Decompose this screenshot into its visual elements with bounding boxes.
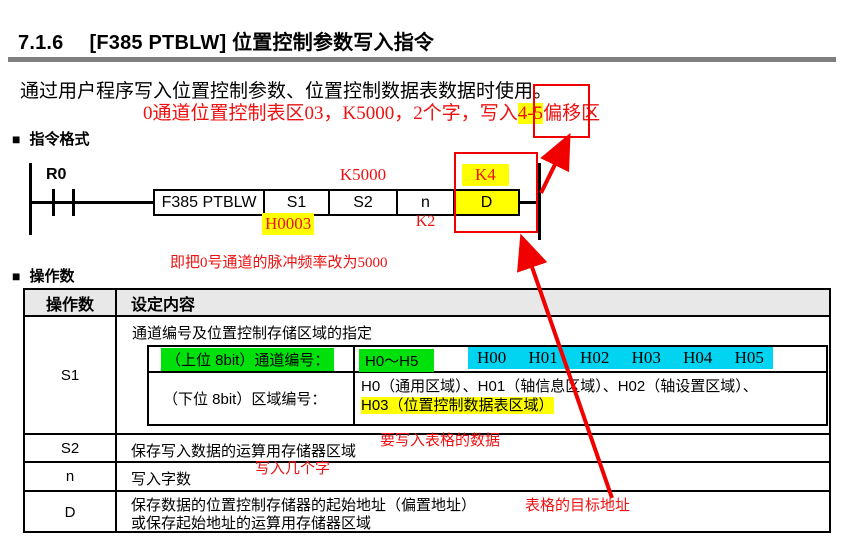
annotation-d: 表格的目标地址 (525, 498, 631, 514)
ladder-wire-left (29, 201, 153, 204)
area-values-line2-highlight: H03（位置控制数据表区域） (361, 397, 554, 414)
annotation-top-post: 偏移区 (543, 103, 601, 124)
table-row-s1: S1 通道编号及位置控制存储区域的指定 (25, 317, 829, 435)
operand-d: D (25, 492, 117, 533)
table-row-n: n 写入字数 (25, 463, 829, 492)
channel-label: （上位 8bit）通道编号： (161, 347, 335, 371)
annotation-n: 写入几个字 (255, 461, 331, 477)
instruction-s1-cell: S1 (263, 189, 330, 216)
inner-row-channel: （上位 8bit）通道编号： H0～H5 H00 H01 H02 H03 H04… (149, 347, 826, 373)
section-format-header: ■ 指令格式 (12, 128, 89, 149)
channel-values-list: H00 H01 H02 H03 H04 H05 (468, 347, 773, 369)
s2-description: 保存写入数据的运算用存储器区域 (131, 444, 357, 460)
d-description: 保存数据的位置控制存储器的起始地址（偏置地址） 或保存起始地址的运算用存储器区域 (117, 492, 829, 533)
n-description: 写入字数 (131, 472, 192, 488)
table-row-s2: S2 保存写入数据的运算用存储器区域 (25, 435, 829, 463)
section-title: [F385 PTBLW] 位置控制参数写入指令 (89, 32, 435, 54)
section-format-label: 指令格式 (29, 131, 90, 148)
instruction-d-cell: D (453, 189, 520, 216)
section-number: 7.1.6 (18, 32, 64, 54)
annotation-box-d-operand (454, 152, 538, 233)
channel-value-cell: H0～H5 H00 H01 H02 H03 H04 H05 (355, 347, 826, 372)
title-divider (8, 57, 836, 62)
table-row-d: D 保存数据的位置控制存储器的起始地址（偏置地址） 或保存起始地址的运算用存储器… (25, 492, 829, 533)
annotation-ladder-note: 即把0号通道的脉冲频率改为5000 (170, 255, 388, 271)
annotation-top-pre: 0通道位置控制表区03，K5000，2个字，写入 (143, 103, 518, 124)
instruction-opcode-cell: F385 PTBLW (153, 189, 265, 216)
header-operand: 操作数 (25, 290, 117, 315)
s1-description: 通道编号及位置控制存储区域的指定 (132, 326, 373, 342)
contact-bar-right (72, 189, 75, 216)
area-label: （下位 8bit）区域编号： (163, 391, 327, 408)
instruction-s2-cell: S2 (328, 189, 398, 216)
contact-bar-left (52, 189, 55, 216)
intro-paragraph: 通过用户程序写入位置控制参数、位置控制数据表数据时使用。 (20, 81, 553, 102)
operand-s1: S1 (25, 317, 117, 433)
ladder-right-rail (538, 163, 541, 240)
section-operands-header: ■ 操作数 (12, 265, 74, 286)
header-content: 设定内容 (131, 296, 196, 314)
value-above-d: K4 (462, 164, 509, 186)
annotation-top-highlight: 4-5 (517, 103, 544, 124)
value-above-s2: K5000 (339, 165, 387, 184)
channel-label-cell: （上位 8bit）通道编号： (149, 347, 355, 371)
d-description-line2: 或保存起始地址的运算用存储器区域 (131, 516, 372, 532)
value-below-n: K2 (415, 213, 436, 230)
table-header-row: 操作数 设定内容 (25, 290, 829, 317)
operand-n: n (25, 463, 117, 490)
ladder-wire-right (520, 201, 540, 204)
ladder-left-rail (29, 163, 32, 235)
annotation-box-offset-area (533, 84, 590, 138)
value-below-s1: H0003 (262, 213, 315, 235)
arrow-d-to-offset-icon (539, 132, 571, 194)
channel-range: H0～H5 (359, 349, 435, 372)
operand-s2: S2 (25, 435, 117, 461)
area-value-cell: H0（通用区域）、H01（轴信息区域）、H02（轴设置区域）、 H03（位置控制… (355, 373, 826, 424)
operand-table: 操作数 设定内容 S1 通道编号及位置控制存储区域的指定 S2 保存写入数据的运… (23, 288, 831, 533)
annotation-top: 0通道位置控制表区03，K5000，2个字，写入4-5偏移区 (143, 98, 600, 125)
annotation-s2: 要写入表格的数据 (380, 433, 501, 449)
area-values: H0（通用区域）、H01（轴信息区域）、H02（轴设置区域）、 H03（位置控制… (355, 373, 826, 415)
area-label-cell: （下位 8bit）区域编号： (149, 373, 355, 424)
contact-label: R0 (46, 166, 67, 183)
square-bullet-icon: ■ (12, 131, 21, 147)
inner-row-area: （下位 8bit）区域编号： H0（通用区域）、H01（轴信息区域）、H02（轴… (149, 373, 826, 424)
d-description-line1: 保存数据的位置控制存储器的起始地址（偏置地址） (131, 498, 477, 514)
square-bullet-icon: ■ (12, 268, 21, 284)
s1-content-cell: 通道编号及位置控制存储区域的指定 (117, 317, 829, 433)
page-title: 7.1.6 [F385 PTBLW] 位置控制参数写入指令 (18, 26, 434, 55)
instruction-n-cell: n (396, 189, 455, 216)
section-operands-label: 操作数 (29, 268, 75, 285)
area-values-line1: H0（通用区域）、H01（轴信息区域）、H02（轴设置区域）、 (361, 378, 758, 395)
s1-inner-table: （上位 8bit）通道编号： H0～H5 H00 H01 H02 H03 H04… (147, 345, 828, 426)
